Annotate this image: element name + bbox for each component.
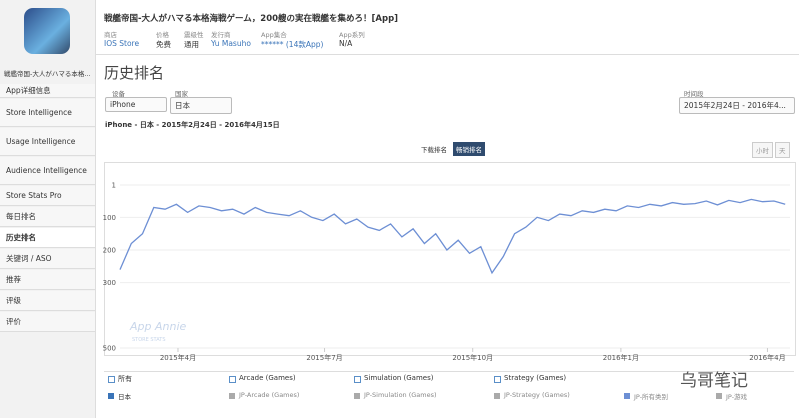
ranking-toggle: 下载排名 畅销排名 — [418, 142, 485, 156]
info-label: 价格 — [156, 31, 169, 39]
watermark: App Annie — [129, 320, 187, 333]
divider — [95, 54, 799, 55]
legend-swatch — [229, 393, 235, 399]
legend-swatch — [716, 393, 722, 399]
sidebar: 戦艦帝国-大人がハマる本格... App详细信息 Store Intelligen… — [0, 0, 96, 418]
granularity-toggle: 小时天 — [752, 142, 790, 158]
app-info: 商店 IOS Store 价格 免费 震级性 通用 发行商 Yu Masuho App集合 ***… — [104, 29, 404, 49]
info-label: App集合 — [261, 31, 287, 39]
info-label: App系列 — [339, 31, 365, 39]
sidebar-item[interactable]: App详细信息 — [0, 84, 95, 98]
rank-line — [119, 198, 786, 275]
info-label: 商店 — [104, 31, 117, 39]
ranking-button[interactable]: 下载排名 — [421, 146, 447, 154]
ranking-button[interactable]: 畅销排名 — [453, 142, 485, 156]
y-tick-label: 1 — [112, 182, 116, 190]
y-tick-label: 500 — [103, 345, 116, 353]
country-select[interactable]: 日本 — [170, 97, 232, 114]
watermark-sub: STORE STATS — [132, 337, 166, 343]
y-tick-label: 300 — [103, 279, 116, 287]
legend-item[interactable]: 日本 — [118, 393, 131, 401]
legend-swatch — [354, 393, 360, 399]
sidebar-item[interactable]: 评级 — [0, 291, 95, 311]
legend-item[interactable]: JP-所有类别 — [634, 393, 669, 401]
sidebar-item[interactable]: Store Intelligence — [0, 99, 95, 127]
x-tick-label: 2016年4月 — [749, 353, 785, 362]
info-value: Yu Masuho — [211, 39, 251, 48]
brand: 乌哥笔记 — [680, 371, 748, 391]
summary: iPhone - 日本 - 2015年2月24日 - 2016年4月15日 — [105, 121, 280, 129]
legend-box — [108, 376, 115, 383]
device-select[interactable]: iPhone — [105, 97, 167, 112]
legend-swatch — [494, 393, 500, 399]
info-label: 震级性 — [184, 31, 204, 39]
legend-swatch — [624, 393, 630, 399]
app-name: 戦艦帝国-大人がハマる本格... — [4, 70, 91, 78]
info-value: 通用 — [184, 40, 199, 49]
legend-box — [494, 376, 501, 383]
page-title: 历史排名 — [104, 64, 165, 82]
info-value: N/A — [339, 39, 353, 48]
granularity-button[interactable]: 天 — [775, 142, 790, 158]
info-value: IOS Store — [104, 39, 140, 48]
x-tick-label: 2015年10月 — [452, 353, 493, 362]
legend-item[interactable]: 所有 — [118, 375, 132, 383]
info-value: ****** (14款App) — [261, 40, 324, 49]
y-tick-label: 200 — [103, 247, 116, 255]
x-tick-label: 2015年7月 — [306, 353, 342, 362]
sidebar-item[interactable]: Audience Intelligence — [0, 157, 95, 185]
app-icon — [24, 8, 70, 54]
x-tick-label: 2015年4月 — [160, 353, 196, 362]
sidebar-item[interactable]: 历史排名 — [0, 228, 95, 248]
info-label: 发行商 — [211, 31, 231, 39]
sidebar-item[interactable]: 评价 — [0, 312, 95, 332]
legend-item[interactable]: Simulation (Games) — [364, 374, 434, 382]
x-tick-label: 2016年1月 — [603, 353, 639, 362]
legend-item[interactable]: Strategy (Games) — [504, 374, 567, 382]
granularity-button[interactable]: 小时 — [752, 142, 773, 158]
legend-box — [229, 376, 236, 383]
legend-swatch — [108, 393, 114, 399]
app-title: 戦艦帝国-大人がハマる本格海戦ゲーム，200艘の実在戦艦を集めろ！[App] — [104, 14, 399, 24]
legend-item[interactable]: JP-Simulation (Games) — [364, 391, 437, 399]
sidebar-item[interactable]: Store Stats Pro — [0, 186, 95, 206]
sidebar-item[interactable]: 推荐 — [0, 270, 95, 290]
legend-item[interactable]: Arcade (Games) — [239, 374, 296, 382]
legend-item[interactable]: JP-Strategy (Games) — [504, 391, 570, 399]
sidebar-item[interactable]: Usage Intelligence — [0, 128, 95, 156]
legend-box — [354, 376, 361, 383]
filter-label: 时间段 — [684, 90, 704, 98]
info-value: 免费 — [156, 40, 171, 49]
period-select[interactable]: 2015年2月24日 - 2016年4... — [679, 97, 795, 114]
filter-label: 国家 — [175, 90, 188, 98]
legend-table: 所有 Arcade (Games) Simulation (Games) Strate… — [104, 371, 794, 412]
sidebar-item[interactable]: 每日排名 — [0, 207, 95, 227]
filter-label: 设备 — [112, 90, 125, 98]
legend-item[interactable]: JP-游戏 — [726, 393, 748, 401]
sidebar-item[interactable]: 关键词 / ASO — [0, 249, 95, 269]
y-tick-label: 100 — [103, 214, 116, 222]
legend-item[interactable]: JP-Arcade (Games) — [239, 391, 300, 399]
chart-frame — [104, 162, 796, 356]
